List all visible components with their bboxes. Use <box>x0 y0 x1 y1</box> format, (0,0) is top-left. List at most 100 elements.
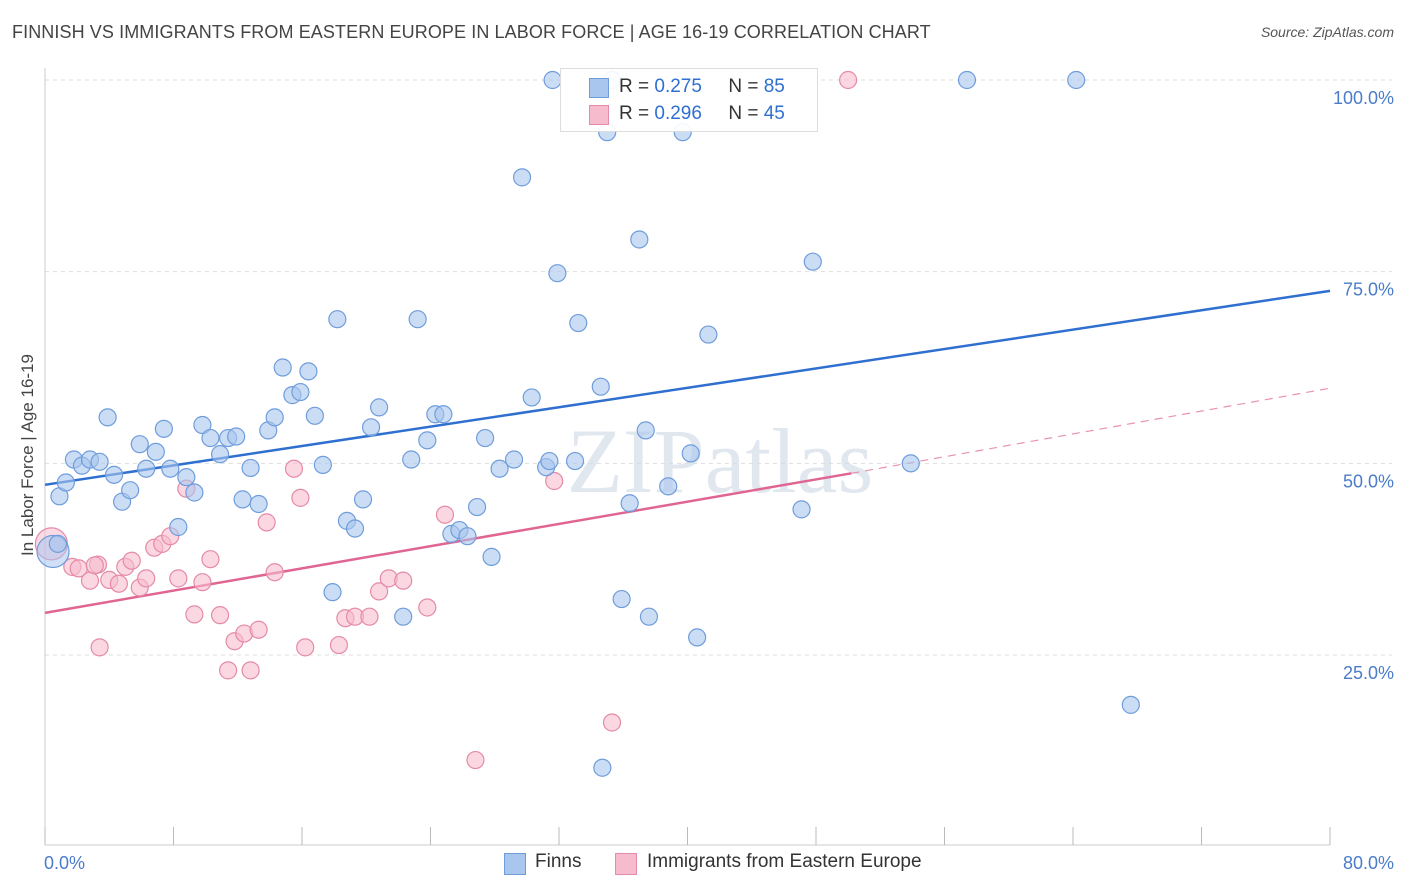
finns-point <box>90 452 109 471</box>
immigrants-point <box>284 459 304 478</box>
finns-legend-swatch <box>504 853 526 875</box>
finns-point <box>901 454 920 473</box>
finns-point <box>370 398 389 417</box>
finns-point <box>361 418 381 437</box>
finns-point <box>265 408 284 427</box>
r-value: 0.296 <box>654 103 702 124</box>
finns-point <box>504 450 524 469</box>
y-tick-label: 25.0% <box>1343 663 1394 683</box>
n-value: 85 <box>763 76 785 97</box>
y-tick-label: 100.0% <box>1333 88 1394 108</box>
gridlines <box>45 79 1392 656</box>
y-tick-labels: 25.0% 50.0% 75.0% 100.0% <box>1333 88 1394 683</box>
x-tick-label-max: 80.0% <box>1343 853 1394 873</box>
immigrants-point <box>839 70 858 90</box>
immigrants-trend-solid <box>44 472 852 615</box>
finns-point <box>569 313 588 333</box>
immigrants-point <box>265 563 284 582</box>
finns-point <box>137 459 156 478</box>
finns-point <box>408 310 427 329</box>
finns-point <box>482 547 501 566</box>
immigrants-point <box>360 607 379 626</box>
finns-point <box>612 589 631 609</box>
immigrants-trend-dashed <box>851 387 1331 474</box>
finns-point <box>1121 695 1140 714</box>
immigrants-point <box>109 574 128 593</box>
immigrants-point <box>80 571 100 590</box>
finns-point <box>241 458 260 478</box>
finns-point <box>353 490 373 509</box>
finns-point <box>345 519 365 538</box>
finns-trendline <box>44 289 1331 487</box>
finns-point <box>792 500 811 519</box>
immigrants-point <box>201 550 220 569</box>
immigrants-point <box>241 661 260 680</box>
finns-point <box>593 758 612 777</box>
finns-point <box>56 473 75 492</box>
finns-point <box>591 377 610 396</box>
immigrants-swatch <box>589 105 609 125</box>
immigrants-point <box>210 606 230 625</box>
finns-point <box>249 494 268 514</box>
finns-point <box>659 477 678 496</box>
finns-point <box>48 534 67 553</box>
finns-point <box>313 455 332 474</box>
finns-point <box>548 264 567 283</box>
immigrants-point <box>193 573 212 592</box>
finns-point <box>130 435 149 454</box>
finns-point <box>434 405 453 424</box>
finns-point <box>273 358 292 377</box>
finns-point <box>636 421 655 440</box>
finns-point <box>161 459 180 478</box>
finns-swatch <box>589 78 609 98</box>
finns-point <box>185 483 204 502</box>
finns-point <box>402 450 421 469</box>
finns-point <box>522 388 541 407</box>
finns-point <box>121 481 140 500</box>
finns-point <box>490 459 509 478</box>
immigrants-point <box>90 638 109 657</box>
n-value: 45 <box>763 103 785 124</box>
r-label: R = <box>619 103 655 124</box>
finns-point <box>543 70 562 90</box>
stats-legend: R = 0.275 N = 85 R = 0.296 N = 45 <box>560 68 818 132</box>
immigrants-point <box>137 569 156 588</box>
immigrants-point <box>185 605 204 624</box>
finns-point <box>540 451 559 471</box>
finns-point <box>418 431 437 450</box>
finns-point <box>1067 70 1086 90</box>
immigrants-point <box>466 750 485 770</box>
finns-legend-label: Finns <box>535 851 582 872</box>
finns-point <box>688 628 707 647</box>
finns-point <box>394 607 413 626</box>
finns-point <box>291 382 310 402</box>
y-axis-label: In Labor Force | Age 16-19 <box>18 354 37 556</box>
y-tick-label: 75.0% <box>1343 280 1394 300</box>
finns-point <box>210 445 230 464</box>
finns-point <box>699 325 718 344</box>
finns-point <box>458 527 477 546</box>
immigrants-point <box>418 598 437 617</box>
finns-point <box>201 428 220 448</box>
immigrants-point <box>257 513 276 532</box>
finns-point <box>98 408 117 427</box>
immigrants-point <box>169 569 188 588</box>
immigrants-trendline <box>44 387 1331 615</box>
immigrants-legend-swatch <box>615 853 637 875</box>
y-tick-label: 50.0% <box>1343 471 1394 491</box>
finns-point <box>476 428 495 448</box>
finns-point <box>146 442 165 461</box>
immigrants-point <box>219 661 238 680</box>
finns-point <box>154 419 173 438</box>
legend-row-finns: R = 0.275 N = 85 <box>619 76 785 98</box>
immigrants-point <box>296 638 315 657</box>
finns-point <box>620 494 639 513</box>
finns-point <box>227 427 246 446</box>
finns-point <box>639 607 659 626</box>
finns-point <box>565 451 585 471</box>
x-tick-label-min: 0.0% <box>44 853 85 873</box>
n-label: N = <box>728 76 764 97</box>
finns-point <box>104 465 124 484</box>
immigrants-point <box>249 620 268 639</box>
